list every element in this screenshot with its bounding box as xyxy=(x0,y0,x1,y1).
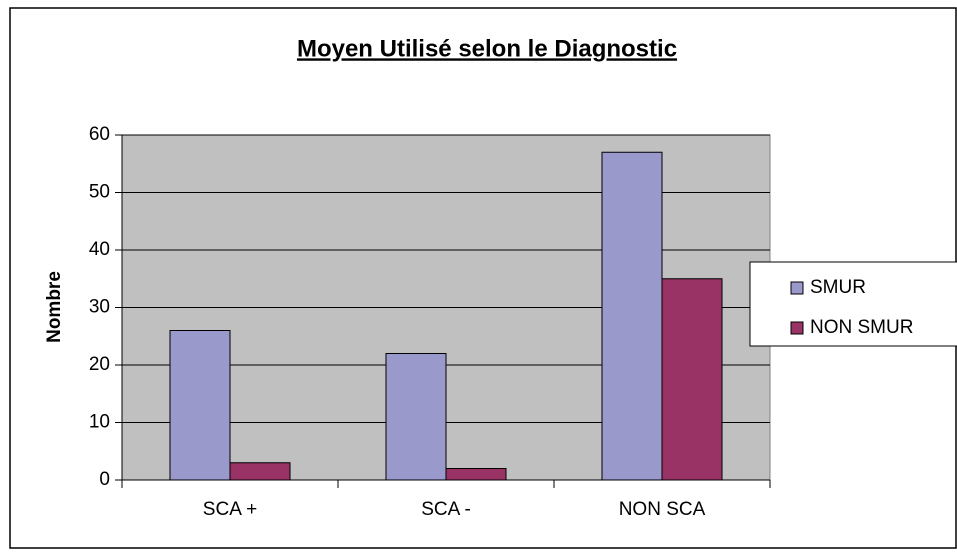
bar xyxy=(661,278,723,481)
x-tick-label: SCA + xyxy=(203,499,257,520)
bar xyxy=(445,468,507,481)
chart-title: Moyen Utilisé selon le Diagnostic xyxy=(297,35,677,62)
y-tick-label: 40 xyxy=(89,239,110,260)
legend-swatch xyxy=(790,321,804,335)
legend-box xyxy=(749,261,957,347)
bar xyxy=(229,462,291,481)
y-tick-label: 30 xyxy=(89,297,110,318)
bar xyxy=(169,330,231,481)
legend-swatch xyxy=(790,281,804,295)
y-tick-label: 50 xyxy=(89,182,110,203)
bar xyxy=(601,151,663,481)
y-tick-label: 60 xyxy=(89,124,110,145)
x-tick-label: NON SCA xyxy=(619,499,706,520)
legend-label: SMUR xyxy=(810,277,866,298)
y-axis-label: Nombre xyxy=(44,271,65,343)
y-tick-label: 20 xyxy=(89,354,110,375)
y-tick-label: 0 xyxy=(99,469,110,490)
bar xyxy=(385,353,447,481)
y-tick-label: 10 xyxy=(89,412,110,433)
legend-label: NON SMUR xyxy=(810,317,913,338)
x-tick-label: SCA - xyxy=(421,499,471,520)
